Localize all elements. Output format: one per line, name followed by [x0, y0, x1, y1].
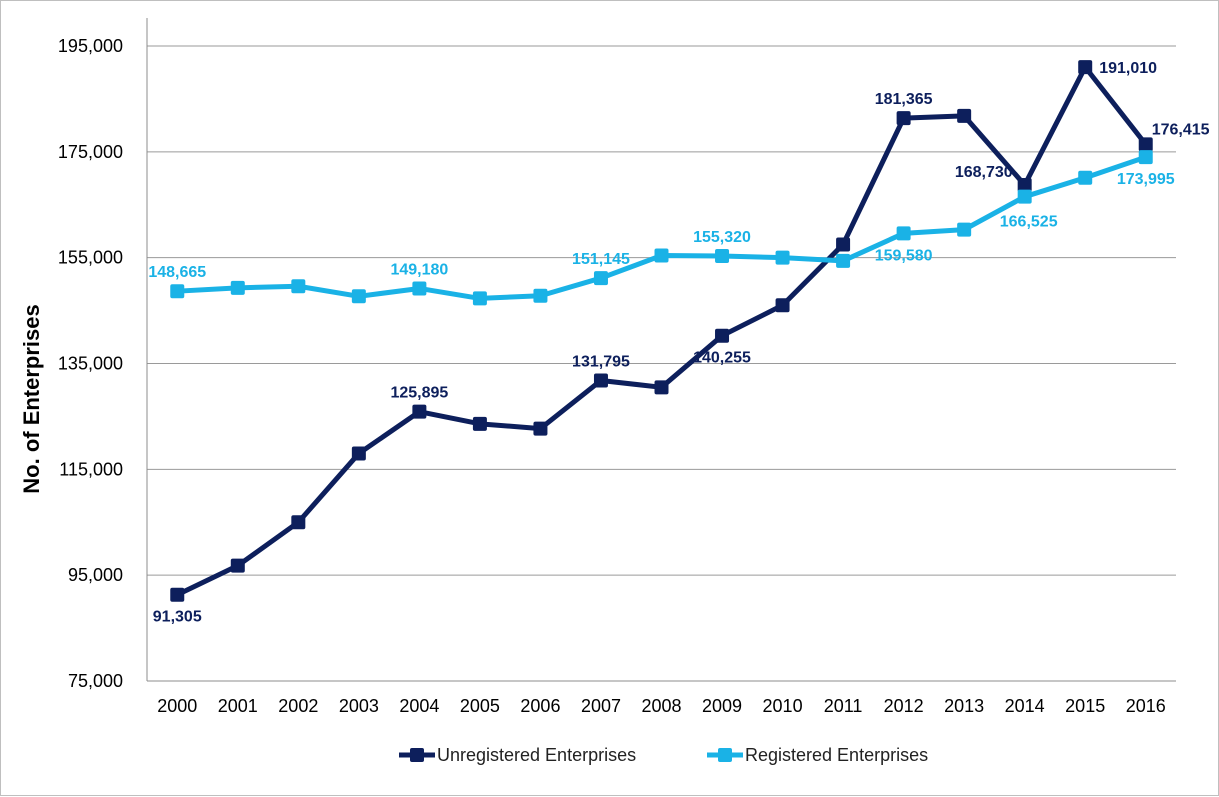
data-label: 159,580 [875, 247, 933, 264]
legend-label: Registered Enterprises [745, 745, 928, 765]
data-point [472, 291, 487, 306]
y-tick-label: 95,000 [68, 565, 123, 585]
x-tick-label: 2009 [702, 696, 742, 716]
data-point [775, 298, 790, 313]
x-tick-label: 2016 [1126, 696, 1166, 716]
x-tick-label: 2000 [157, 696, 197, 716]
series-unregistered [170, 60, 1153, 602]
data-label: 155,320 [693, 229, 751, 246]
legend-label: Unregistered Enterprises [437, 745, 636, 765]
x-tick-label: 2015 [1065, 696, 1105, 716]
data-point [715, 248, 730, 263]
y-tick-label: 75,000 [68, 671, 123, 691]
y-tick-label: 115,000 [59, 459, 123, 479]
data-point [230, 558, 245, 573]
data-point [472, 416, 487, 431]
data-point [1017, 178, 1032, 193]
x-tick-label: 2001 [218, 696, 258, 716]
x-tick-label: 2012 [884, 696, 924, 716]
y-axis-label: No. of Enterprises [19, 304, 44, 493]
x-tick-label: 2014 [1005, 696, 1045, 716]
data-point [1078, 60, 1093, 75]
legend-item-unregistered: Unregistered Enterprises [399, 745, 636, 765]
data-point [1138, 137, 1153, 152]
x-axis-ticks: 2000 2001 2002 2003 2004 2005 2006 2007 2008 2009… [157, 696, 1166, 716]
series-layer [170, 60, 1153, 602]
data-point [291, 515, 306, 530]
x-tick-label: 2013 [944, 696, 984, 716]
x-tick-label: 2011 [824, 696, 863, 716]
data-point [836, 253, 851, 268]
x-tick-label: 2006 [520, 696, 560, 716]
data-label: 148,665 [148, 264, 206, 281]
data-point [715, 328, 730, 343]
data-point [230, 280, 245, 295]
data-label: 166,525 [1000, 214, 1058, 231]
legend-marker [718, 748, 732, 762]
data-point [533, 421, 548, 436]
y-tick-label: 195,000 [58, 36, 123, 56]
y-tick-label: 135,000 [58, 354, 123, 374]
data-point [593, 373, 608, 388]
data-label: 151,145 [572, 251, 630, 268]
data-point [533, 288, 548, 303]
data-point [896, 111, 911, 126]
data-point [291, 279, 306, 294]
y-axis-ticks: 75,000 95,000 115,000 135,000 155,000 175,000… [58, 36, 123, 691]
data-label: 176,415 [1152, 121, 1210, 138]
x-tick-label: 2003 [339, 696, 379, 716]
data-label: 168,730 [955, 164, 1013, 181]
x-tick-label: 2002 [278, 696, 318, 716]
data-point [896, 226, 911, 241]
data-label: 91,305 [153, 609, 202, 626]
x-tick-label: 2008 [641, 696, 681, 716]
x-tick-label: 2010 [763, 696, 803, 716]
data-label: 181,365 [875, 91, 933, 108]
data-point [1017, 189, 1032, 204]
data-point [1078, 170, 1093, 185]
data-label: 131,795 [572, 353, 630, 370]
data-point [351, 446, 366, 461]
legend-marker [410, 748, 424, 762]
data-point [593, 271, 608, 286]
data-point [775, 250, 790, 265]
data-point [412, 281, 427, 296]
data-point [654, 248, 669, 263]
series-line [176, 64, 1148, 597]
data-point [836, 237, 851, 252]
data-labels: 91,305 125,895 131,795 140,255 181,365 168,73… [148, 60, 1209, 626]
x-tick-label: 2007 [581, 696, 621, 716]
data-label: 191,010 [1099, 60, 1157, 77]
data-label: 149,180 [390, 261, 448, 278]
data-point [957, 108, 972, 123]
data-point [1138, 150, 1153, 165]
data-label: 173,995 [1117, 171, 1175, 188]
data-point [170, 284, 185, 299]
data-point [412, 404, 427, 419]
data-point [170, 587, 185, 602]
y-tick-label: 155,000 [58, 248, 123, 268]
legend: Unregistered Enterprises Registered Enter… [399, 745, 928, 765]
data-point [957, 222, 972, 237]
data-label: 140,255 [693, 350, 751, 367]
data-label: 125,895 [390, 385, 448, 402]
series-registered [170, 150, 1153, 306]
data-point [351, 289, 366, 304]
legend-item-registered: Registered Enterprises [707, 745, 928, 765]
y-tick-label: 175,000 [58, 142, 123, 162]
x-tick-label: 2005 [460, 696, 500, 716]
x-tick-label: 2004 [399, 696, 439, 716]
gridlines [146, 18, 1176, 682]
data-point [654, 380, 669, 395]
